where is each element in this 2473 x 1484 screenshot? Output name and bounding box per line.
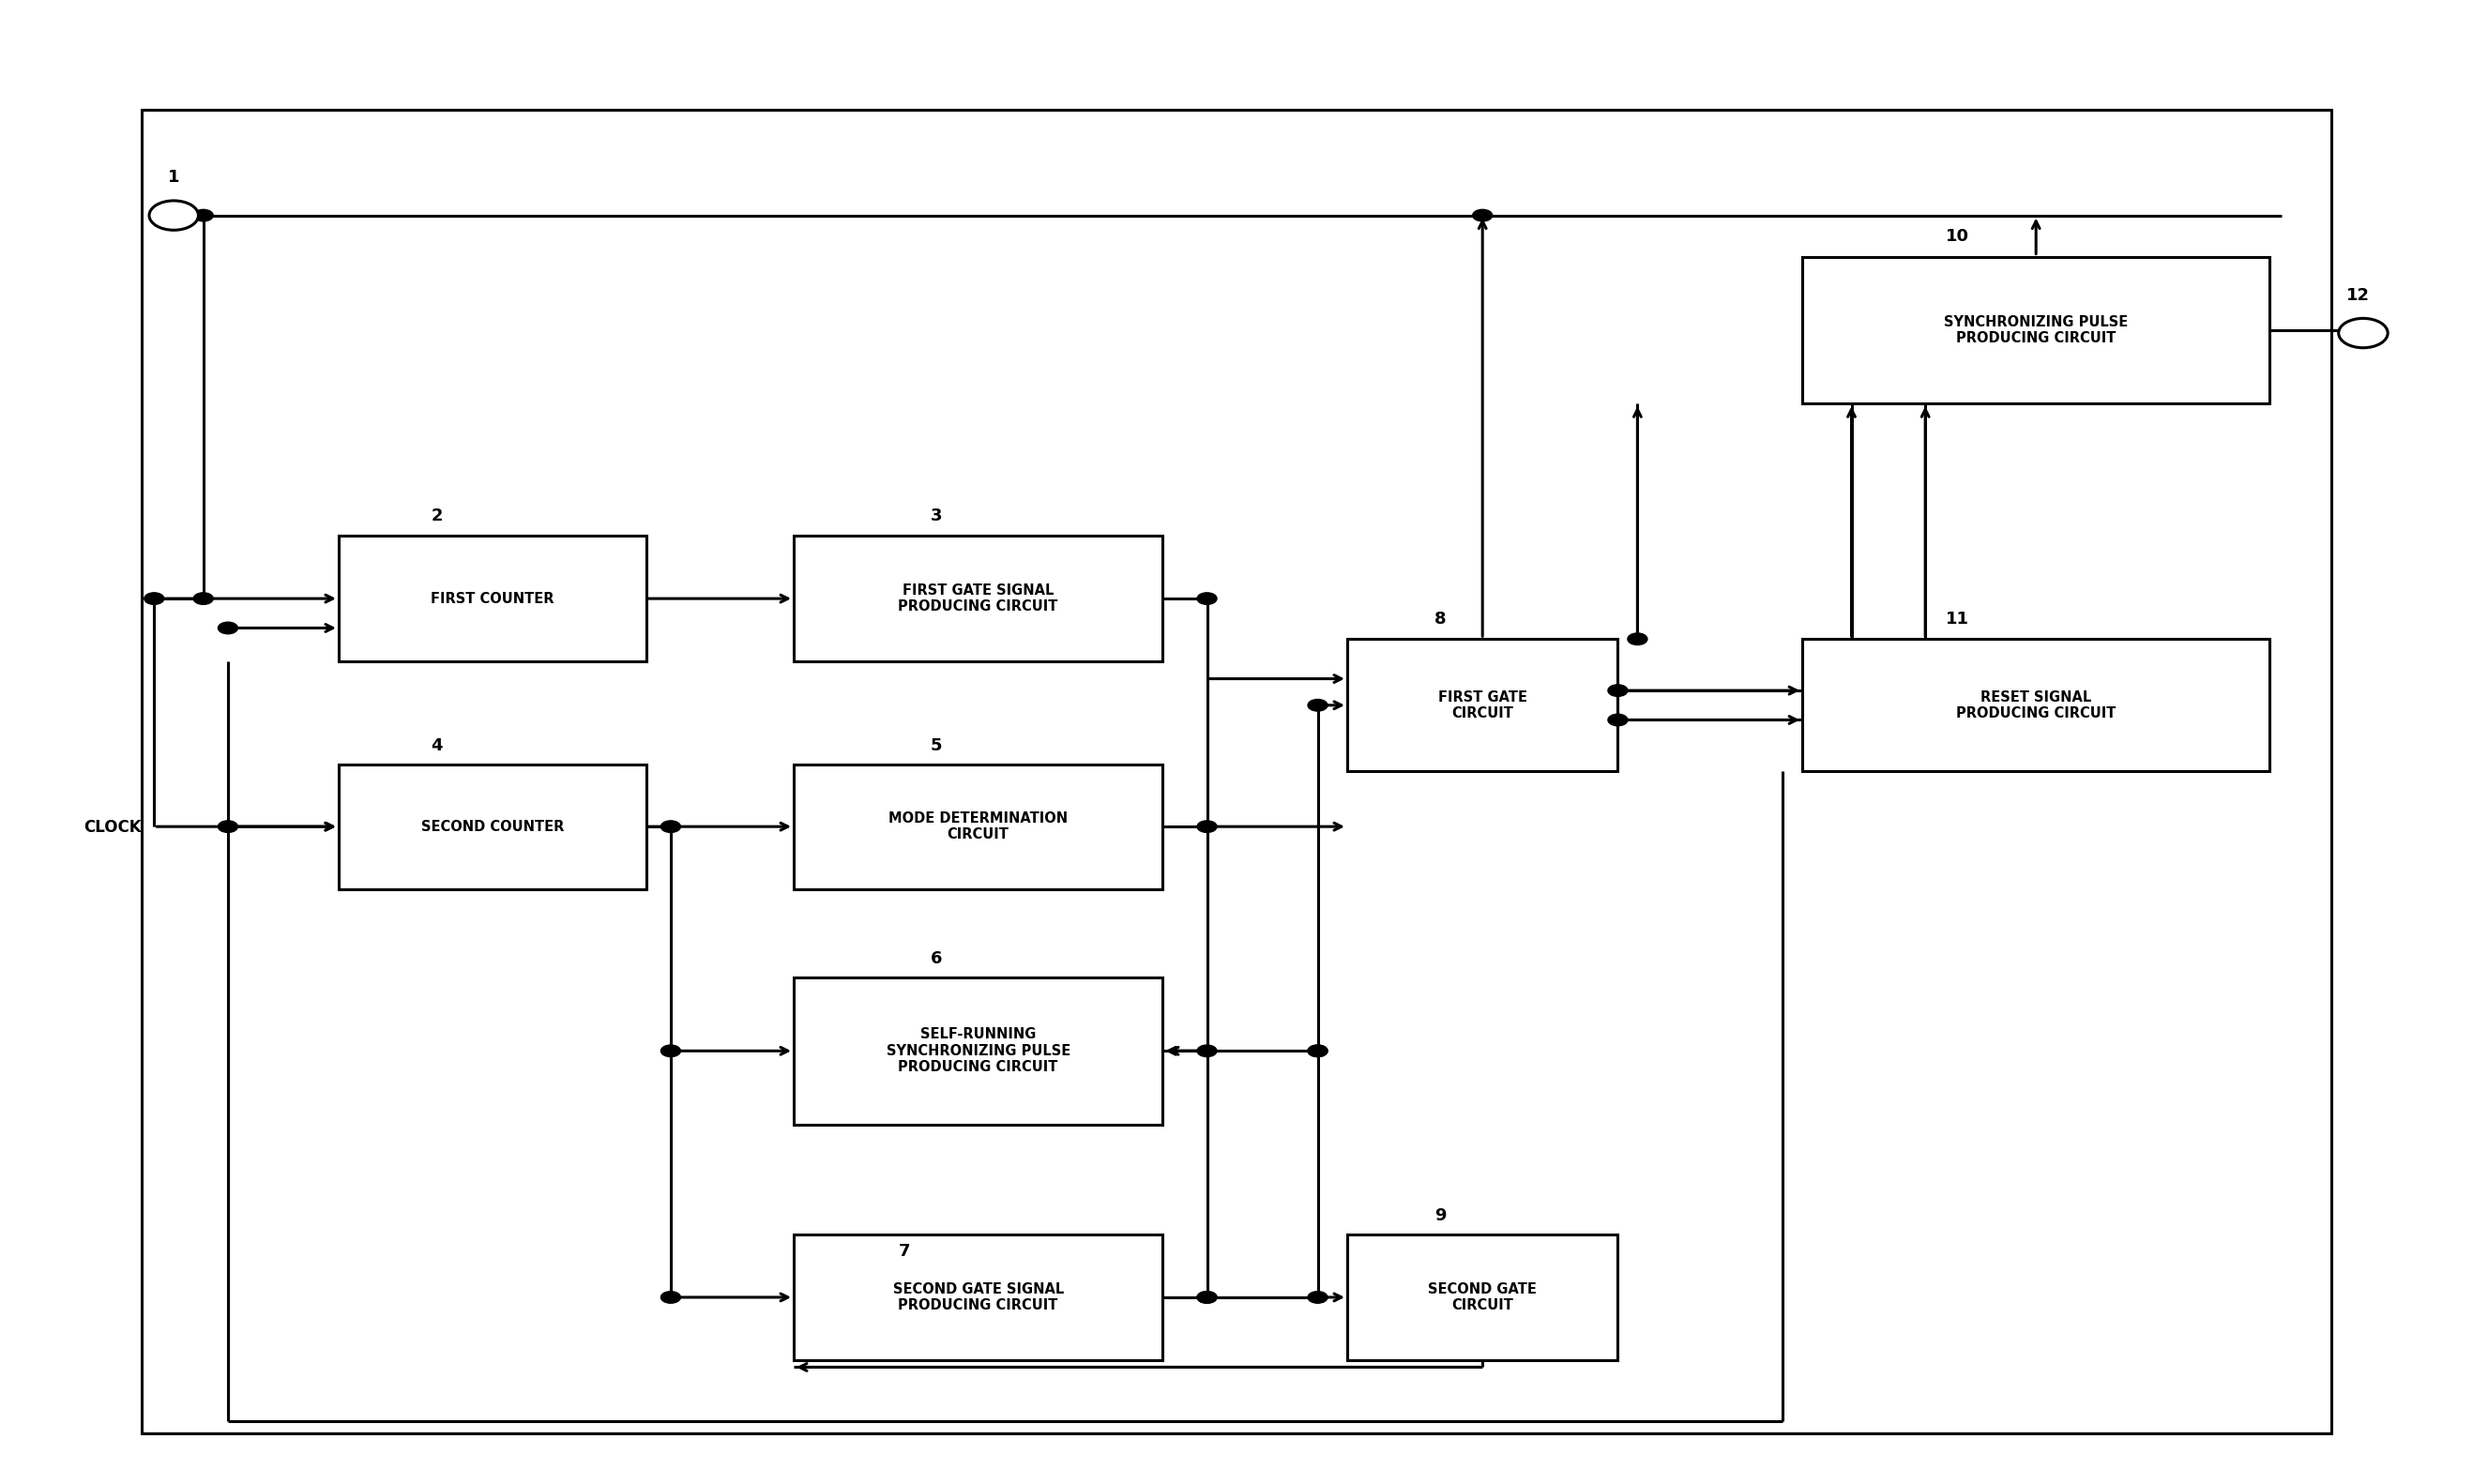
Text: 11: 11: [1946, 610, 1969, 628]
Text: 7: 7: [898, 1244, 910, 1260]
Text: FIRST GATE
CIRCUIT: FIRST GATE CIRCUIT: [1437, 690, 1526, 720]
Circle shape: [1197, 1291, 1217, 1303]
Bar: [794, 978, 1162, 1125]
Circle shape: [1197, 1291, 1217, 1303]
Circle shape: [660, 1291, 680, 1303]
Text: RESET SIGNAL
PRODUCING CIRCUIT: RESET SIGNAL PRODUCING CIRCUIT: [1956, 690, 2117, 720]
Circle shape: [1308, 1045, 1328, 1057]
Text: 6: 6: [930, 950, 942, 968]
Circle shape: [2339, 319, 2389, 347]
Circle shape: [218, 821, 237, 833]
Text: 2: 2: [430, 508, 443, 524]
Text: SECOND GATE
CIRCUIT: SECOND GATE CIRCUIT: [1427, 1282, 1536, 1312]
Text: 3: 3: [930, 508, 942, 524]
Text: MODE DETERMINATION
CIRCUIT: MODE DETERMINATION CIRCUIT: [888, 812, 1068, 841]
Text: 9: 9: [1434, 1208, 1447, 1224]
Text: SECOND COUNTER: SECOND COUNTER: [420, 819, 564, 834]
Circle shape: [143, 592, 163, 604]
Text: 5: 5: [930, 738, 942, 754]
Bar: [794, 1235, 1162, 1359]
Bar: [141, 110, 2332, 1434]
Circle shape: [660, 821, 680, 833]
Bar: [339, 536, 645, 660]
Circle shape: [193, 209, 213, 221]
Text: 10: 10: [1946, 229, 1969, 245]
Circle shape: [1197, 592, 1217, 604]
Circle shape: [660, 1045, 680, 1057]
Text: 12: 12: [2347, 286, 2369, 304]
Bar: [1803, 640, 2270, 772]
Bar: [1348, 1235, 1617, 1359]
Bar: [1803, 257, 2270, 404]
Text: CLOCK: CLOCK: [84, 819, 141, 835]
Bar: [339, 764, 645, 889]
Text: 8: 8: [1434, 610, 1447, 628]
Text: SELF-RUNNING
SYNCHRONIZING PULSE
PRODUCING CIRCUIT: SELF-RUNNING SYNCHRONIZING PULSE PRODUCI…: [885, 1027, 1071, 1074]
Circle shape: [1197, 1045, 1217, 1057]
Bar: [794, 764, 1162, 889]
Circle shape: [218, 622, 237, 634]
Circle shape: [1627, 634, 1647, 646]
Circle shape: [1308, 699, 1328, 711]
Circle shape: [1308, 1045, 1328, 1057]
Text: FIRST COUNTER: FIRST COUNTER: [430, 592, 554, 605]
Circle shape: [193, 592, 213, 604]
Text: SYNCHRONIZING PULSE
PRODUCING CIRCUIT: SYNCHRONIZING PULSE PRODUCING CIRCUIT: [1944, 315, 2129, 346]
Text: SECOND GATE SIGNAL
PRODUCING CIRCUIT: SECOND GATE SIGNAL PRODUCING CIRCUIT: [893, 1282, 1063, 1312]
Circle shape: [1197, 821, 1217, 833]
Bar: [1348, 640, 1617, 772]
Bar: [794, 536, 1162, 660]
Text: 4: 4: [430, 738, 443, 754]
Circle shape: [148, 200, 198, 230]
Circle shape: [1308, 1291, 1328, 1303]
Circle shape: [1471, 209, 1491, 221]
Text: 1: 1: [168, 169, 181, 186]
Circle shape: [1607, 684, 1627, 696]
Circle shape: [1607, 714, 1627, 726]
Text: FIRST GATE SIGNAL
PRODUCING CIRCUIT: FIRST GATE SIGNAL PRODUCING CIRCUIT: [898, 583, 1058, 614]
